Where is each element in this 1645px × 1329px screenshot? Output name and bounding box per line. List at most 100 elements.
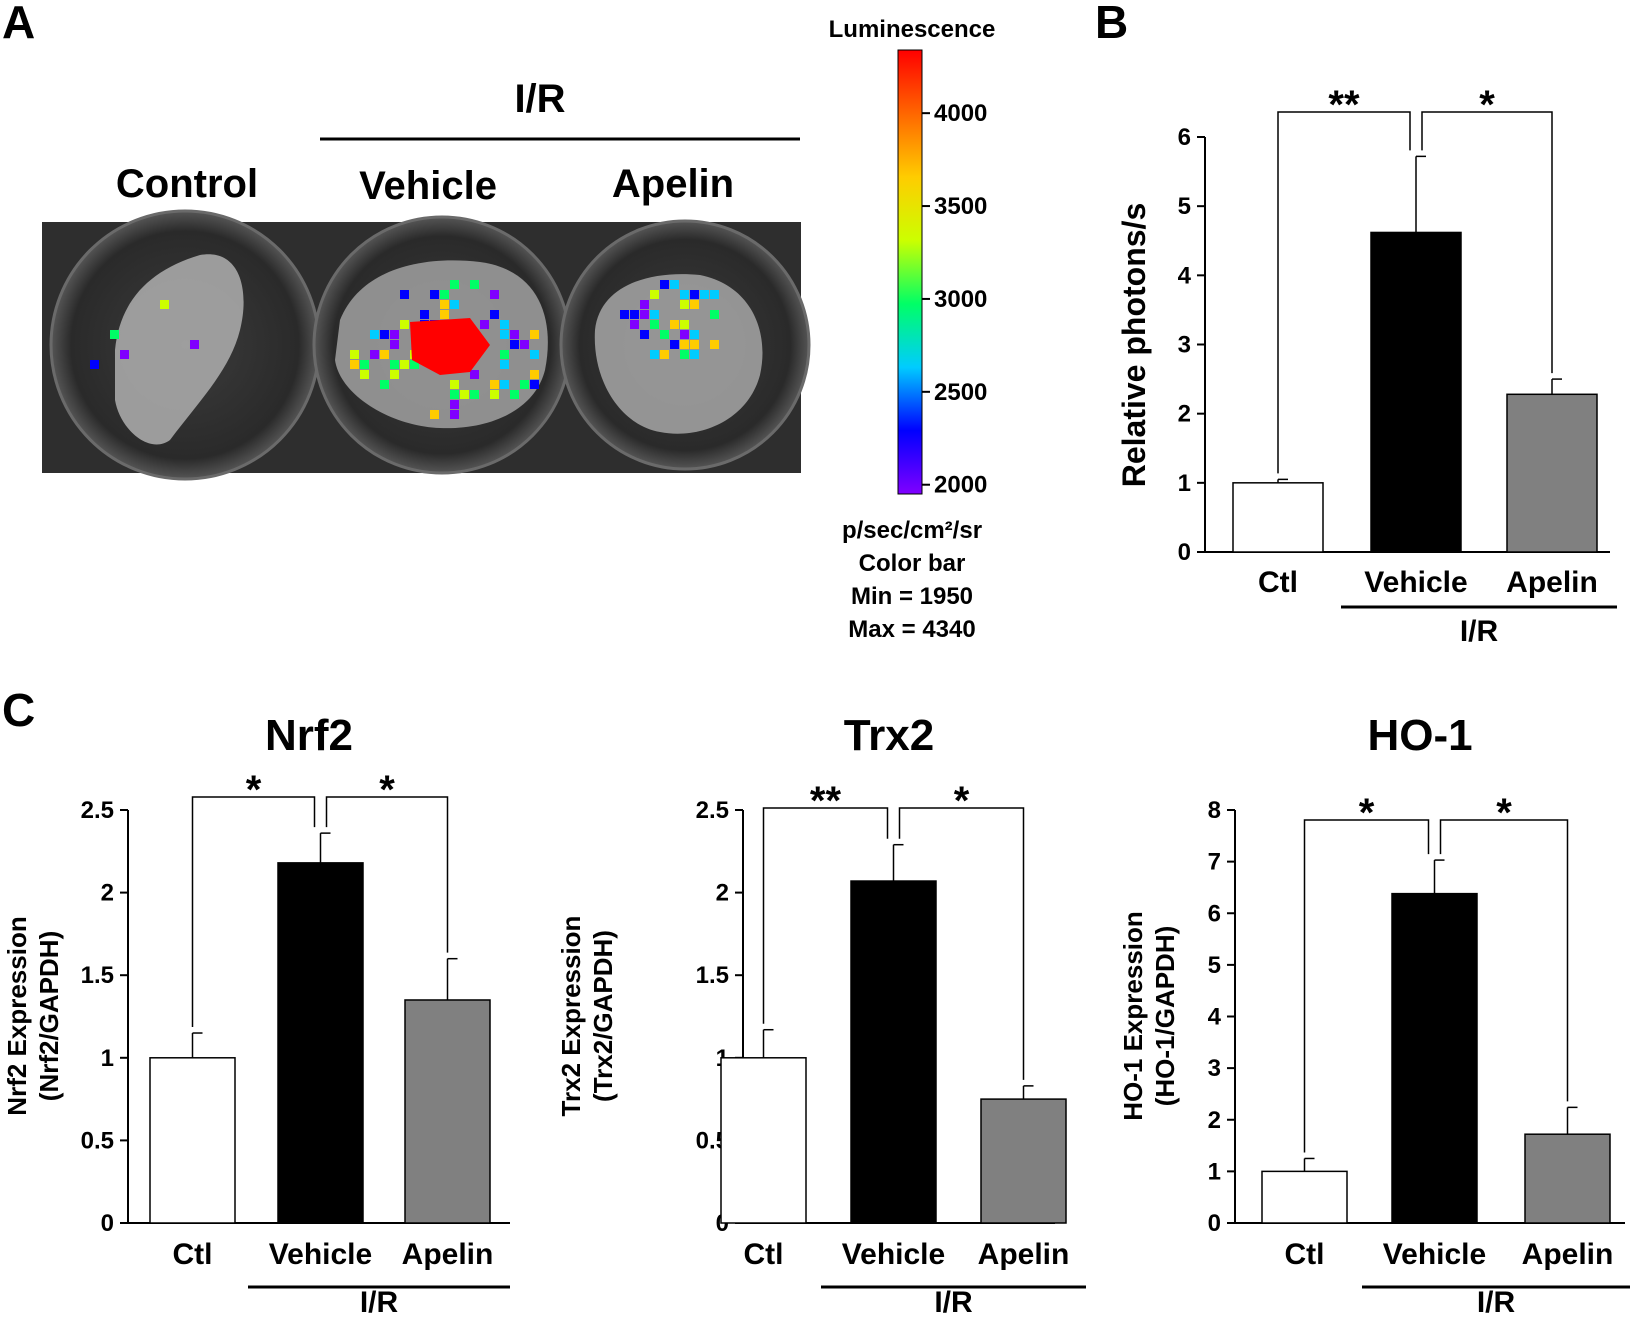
y-tick-label: 2 <box>101 880 114 907</box>
bar-ctl <box>1232 482 1324 553</box>
luminescence-pixel <box>680 330 689 339</box>
colorbar-gradient <box>897 49 923 495</box>
luminescence-hot-core <box>410 318 490 375</box>
luminescence-pixel <box>690 330 699 339</box>
luminescence-pixel <box>510 390 519 399</box>
luminescence-pixel <box>430 410 439 419</box>
chart-title: HO-1 <box>1367 711 1472 760</box>
colorbar-ticks: 4000 3500 3000 2500 2000 <box>922 100 987 499</box>
y-axis-label-secondary: (Trx2/GAPDH) <box>588 930 618 1102</box>
luminescence-pixel <box>490 390 499 399</box>
luminescence-pixel <box>520 340 529 349</box>
y-tick-label: 4 <box>1208 1004 1222 1031</box>
y-tick-label: 1 <box>101 1045 114 1072</box>
panel-a: I/R Control Vehicle Apelin Luminescence … <box>42 16 995 643</box>
significance-bracket-right <box>1421 111 1553 374</box>
luminescence-pixels <box>90 280 719 419</box>
panel-letter-a: A <box>2 0 35 48</box>
luminescence-pixel <box>530 330 539 339</box>
y-tick-label: 6 <box>1178 124 1191 151</box>
colorbar-min: Min = 1950 <box>851 583 973 610</box>
bar-vehicle <box>1370 231 1462 553</box>
luminescence-pixel <box>430 290 439 299</box>
y-tick-label: 2 <box>1178 401 1191 428</box>
luminescence-pixel <box>440 310 449 319</box>
luminescence-pixel <box>110 330 119 339</box>
luminescence-pixel <box>500 330 509 339</box>
colorbar-tick-label: 2000 <box>934 472 987 499</box>
group-label: I/R <box>934 1286 973 1319</box>
luminescence-pixel <box>450 280 459 289</box>
luminescence-pixel <box>450 390 459 399</box>
y-tick-label: 6 <box>1208 900 1221 927</box>
category-label: Vehicle <box>269 1238 372 1271</box>
significance-marker-left: * <box>1359 791 1375 835</box>
chart-title: Trx2 <box>844 711 935 760</box>
luminescence-pixel <box>530 350 539 359</box>
luminescence-pixel <box>640 310 649 319</box>
luminescence-pixel <box>510 340 519 349</box>
luminescence-pixel <box>650 350 659 359</box>
bar-apelin <box>980 1098 1067 1224</box>
luminescence-pixel <box>710 310 719 319</box>
luminescence-pixel <box>440 300 449 309</box>
luminescence-pixel <box>690 350 699 359</box>
colorbar-unit: p/sec/cm²/sr <box>842 517 982 544</box>
luminescence-pixel <box>380 330 389 339</box>
category-label: Apelin <box>978 1238 1070 1271</box>
y-tick-label: 2.5 <box>81 797 114 824</box>
significance-bracket-left <box>762 807 889 1024</box>
chart-b-relative-photons: Relative photons/s 0 1 2 3 4 5 6 Ctl Vehicle Apeli… <box>1116 83 1617 648</box>
bar-ctl <box>720 1057 807 1224</box>
category-label: Vehicle <box>1383 1238 1486 1271</box>
significance-marker-right: * <box>379 768 395 812</box>
significance-marker-right: * <box>1496 791 1512 835</box>
luminescence-pixel <box>470 370 479 379</box>
panel-letter-c: C <box>2 684 35 736</box>
significance-marker-right: * <box>1479 83 1495 127</box>
y-tick-label: 1.5 <box>696 962 729 989</box>
luminescence-pixel <box>650 320 659 329</box>
panel-letter-b: B <box>1095 0 1128 48</box>
luminescence-image <box>42 209 811 481</box>
luminescence-pixel <box>380 380 389 389</box>
bar-apelin <box>1506 393 1598 553</box>
y-tick-label: 2.5 <box>696 797 729 824</box>
luminescence-pixel <box>680 350 689 359</box>
luminescence-pixel <box>680 340 689 349</box>
colorbar-tick-label: 3000 <box>934 286 987 313</box>
y-tick-label: 2 <box>716 880 729 907</box>
luminescence-pixel <box>700 290 709 299</box>
y-axis-label-secondary: (Nrf2/GAPDH) <box>34 931 64 1101</box>
luminescence-pixel <box>650 290 659 299</box>
colorbar-tick-label: 3500 <box>934 193 987 220</box>
luminescence-pixel <box>390 360 399 369</box>
y-tick-label: 5 <box>1208 952 1221 979</box>
luminescence-pixel <box>690 300 699 309</box>
category-label: Apelin <box>402 1238 494 1271</box>
colorbar-tick-label: 4000 <box>934 100 987 127</box>
luminescence-pixel <box>400 320 409 329</box>
luminescence-pixel <box>370 330 379 339</box>
significance-bracket-left <box>191 796 316 1028</box>
luminescence-pixel <box>390 330 399 339</box>
y-axis-label: Trx2 Expression <box>556 916 586 1117</box>
category-label: Apelin <box>1522 1238 1614 1271</box>
significance-bracket-left <box>1303 819 1430 1153</box>
luminescence-pixel <box>440 290 449 299</box>
colorbar-caption: Color bar <box>859 550 966 577</box>
bar-apelin <box>404 999 491 1224</box>
luminescence-pixel <box>660 350 669 359</box>
luminescence-pixel <box>690 340 699 349</box>
luminescence-pixel <box>350 360 359 369</box>
chart-ho-1: HO-1 HO-1 Expression (HO-1/GAPDH) 0 1 2 3 4 5 6 7 8… <box>1118 711 1630 1319</box>
y-tick-label: 1 <box>1208 1158 1221 1185</box>
significance-bracket-right <box>325 796 449 953</box>
luminescence-pixel <box>370 350 379 359</box>
luminescence-pixel <box>490 380 499 389</box>
chart-nrf2: Nrf2 Nrf2 Expression (Nrf2/GAPDH) 0 0.5 1 1.5 2… <box>2 711 510 1319</box>
y-tick-label: 7 <box>1208 849 1221 876</box>
category-label: Ctl <box>1285 1238 1325 1271</box>
panel-a-group-label: I/R <box>514 77 565 121</box>
